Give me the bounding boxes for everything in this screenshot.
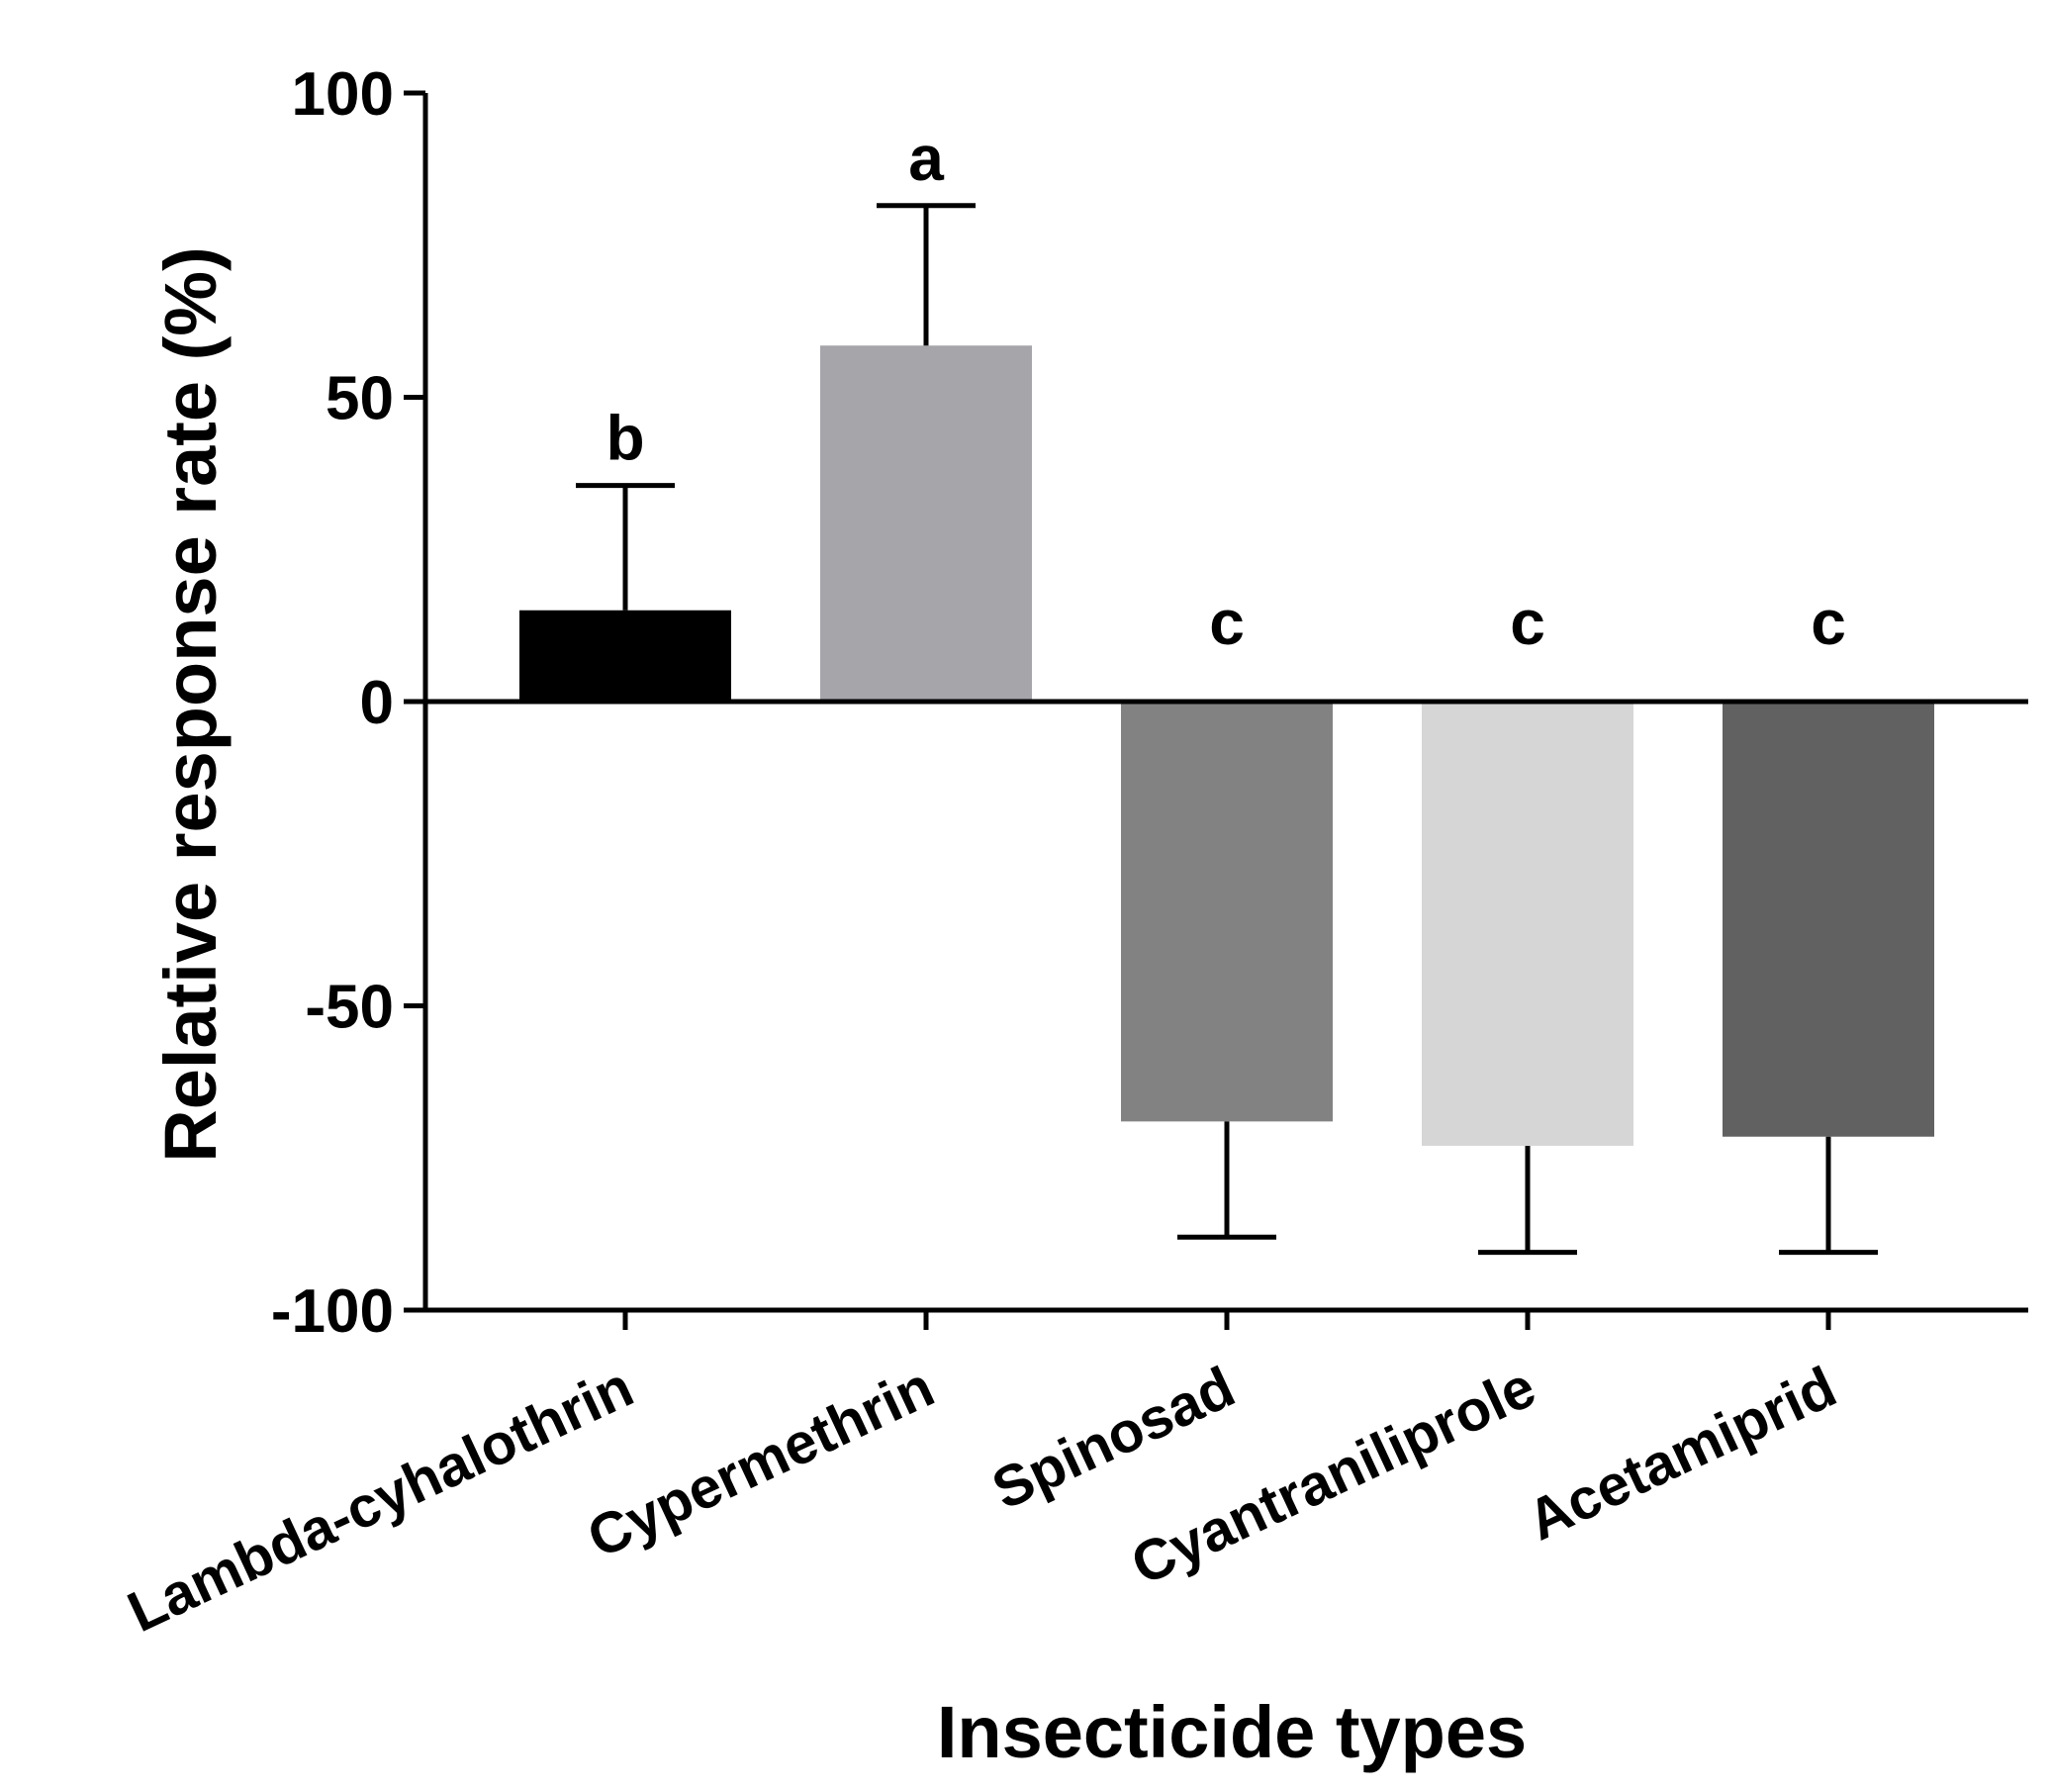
significance-label-spinosad: c <box>1209 587 1245 658</box>
bar-lambda-cyhalothrin <box>519 610 731 702</box>
significance-label-cyantraniliprole: c <box>1510 587 1545 658</box>
axes-group <box>404 90 2028 1330</box>
y-tick-label--100: -100 <box>271 1277 394 1346</box>
y-tick-label-100: 100 <box>292 60 394 129</box>
bar-cypermethrin <box>820 345 1032 702</box>
category-label-spinosad: Spinosad <box>982 1355 1244 1522</box>
category-label-cypermethrin: Cypermethrin <box>578 1355 943 1570</box>
x-axis-title: Insecticide types <box>937 1691 1527 1773</box>
y-tick-label-50: 50 <box>326 365 394 433</box>
bar-spinosad <box>1121 702 1333 1122</box>
bar-acetamiprid <box>1723 702 1934 1137</box>
significance-label-acetamiprid: c <box>1811 587 1846 658</box>
bar-cyantraniliprole <box>1422 702 1633 1146</box>
bars-group <box>519 345 1934 1146</box>
y-tick-label--50: -50 <box>305 974 394 1042</box>
significance-label-lambda-cyhalothrin: b <box>606 403 644 474</box>
category-label-lambda-cyhalothrin: Lambda-cyhalothrin <box>119 1355 643 1645</box>
category-label-acetamiprid: Acetamiprid <box>1518 1355 1845 1554</box>
y-tick-label-0: 0 <box>360 669 394 737</box>
significance-label-cypermethrin: a <box>908 123 944 194</box>
error-bars-group <box>576 203 1878 1256</box>
y-axis-title: Relative response rate (%) <box>149 246 232 1162</box>
